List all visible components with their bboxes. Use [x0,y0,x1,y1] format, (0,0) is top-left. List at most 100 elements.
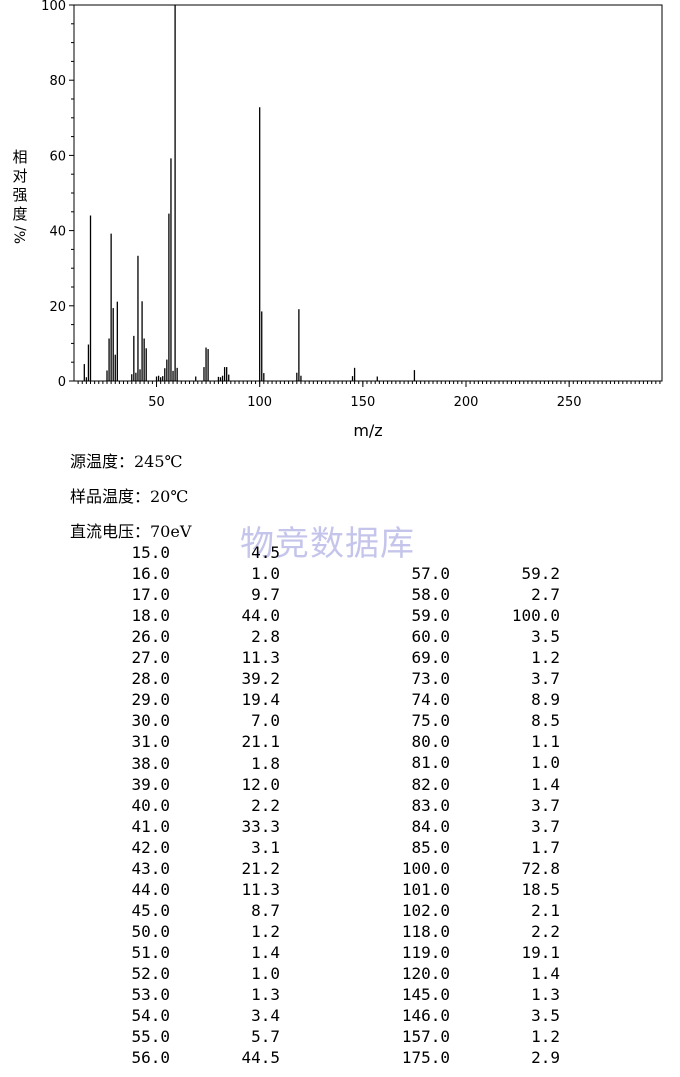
intensity-value: 59.2 [521,564,560,583]
mz-value: 28.0 [131,669,170,689]
mz-value: 17.0 [131,585,170,605]
mz-value: 50.0 [131,921,170,941]
x-tick-label: 50 [148,395,165,410]
mz-value: 75.0 [411,711,450,731]
mz-value: 40.0 [131,795,170,815]
y-tick-label: 60 [49,149,66,164]
mz-value: 74.0 [411,690,450,710]
y-tick-label: 20 [49,300,66,315]
intensity-value: 1.3 [251,985,280,1005]
x-axis-label: m/z [353,421,382,440]
intensity-value: 72.8 [521,858,560,878]
mz-value: 73.0 [411,669,450,689]
intensity-value: 2.9 [531,1048,560,1068]
intensity-value: 5.7 [251,1027,280,1047]
mz-value: 41.0 [131,816,170,836]
mz-value: 16.0 [131,564,170,584]
intensity-value: 8.7 [251,900,280,920]
mz-value: 18.0 [131,606,170,626]
intensity-value: 1.8 [251,753,280,773]
intensity-value: 21.1 [241,732,280,752]
intensity-value: 11.3 [241,648,280,668]
y-tick-label: 40 [49,225,66,240]
x-tick-label: 100 [247,395,272,410]
y-tick-label: 80 [49,74,66,89]
intensity-value: 11.3 [241,879,280,899]
intensity-value: 3.4 [251,1006,280,1026]
intensity-value: 21.2 [241,858,280,878]
mz-value: 145.0 [401,985,450,1004]
intensity-value: 1.0 [531,753,560,773]
mz-value: 81.0 [411,753,450,773]
intensity-value: 1.2 [251,921,280,941]
intensity-value: 2.2 [251,795,280,815]
mz-value: 60.0 [411,627,450,647]
intensity-value: 12.0 [241,774,280,794]
intensity-value: 2.2 [531,921,560,941]
mz-value: 45.0 [131,900,170,920]
mz-value: 59.0 [411,606,450,626]
x-tick-label: 150 [350,395,375,410]
mz-value: 15.0 [131,543,170,562]
intensity-value: 1.0 [251,564,280,584]
mz-value: 80.0 [411,732,450,752]
y-axis-label: %/ [13,226,29,244]
mz-value: 29.0 [131,690,170,710]
mz-value: 84.0 [411,816,450,836]
mz-value: 44.0 [131,879,170,899]
intensity-value: 7.0 [251,711,280,731]
mz-value: 27.0 [131,648,170,668]
intensity-value: 3.5 [531,1006,560,1026]
mz-value: 51.0 [131,942,170,962]
y-axis-label: 相 [12,148,27,166]
intensity-value: 3.7 [531,669,560,689]
y-tick-label: 100 [41,0,66,14]
plot-frame [73,4,663,382]
intensity-value: 100.0 [511,606,560,626]
intensity-value: 1.4 [251,942,280,962]
mz-value: 85.0 [411,837,450,857]
mz-value: 146.0 [401,1006,450,1026]
watermark-text: 物竞数据库 [240,524,415,564]
intensity-value: 3.7 [531,795,560,815]
intensity-value: 1.2 [531,648,560,668]
mz-value: 120.0 [401,963,450,983]
mz-value: 26.0 [131,627,170,647]
intensity-value: 2.8 [251,627,280,647]
ionization-voltage: 直流电压：70eV [70,522,192,541]
intensity-value: 33.3 [241,816,280,836]
mz-value: 57.0 [411,564,450,583]
mz-value: 58.0 [411,585,450,605]
mz-value: 43.0 [131,858,170,878]
mz-value: 69.0 [411,648,450,668]
intensity-value: 1.0 [251,964,280,983]
intensity-value: 2.1 [531,900,560,920]
mz-value: 42.0 [131,837,170,857]
source-temperature: 源温度：245℃ [70,452,183,471]
intensity-value: 3.7 [531,816,560,836]
intensity-value: 1.4 [531,774,560,794]
y-axis-label: 强 [12,186,27,204]
mz-value: 38.0 [131,753,170,773]
intensity-value: 3.1 [251,837,280,857]
intensity-value: 8.5 [531,711,560,731]
y-tick-label: 0 [58,375,66,390]
intensity-value: 18.5 [521,879,560,899]
mz-value: 54.0 [131,1006,170,1026]
intensity-value: 1.3 [531,985,560,1004]
mz-value: 101.0 [401,879,450,899]
x-tick-label: 200 [454,395,479,410]
mz-value: 31.0 [131,732,170,752]
x-tick-label: 250 [557,395,582,410]
intensity-value: 19.4 [241,690,280,710]
mz-value: 118.0 [401,921,450,941]
mz-value: 119.0 [401,942,450,962]
mz-value: 55.0 [131,1027,170,1047]
mz-value: 102.0 [401,900,450,920]
intensity-value: 19.1 [521,942,560,962]
intensity-value: 39.2 [241,669,280,689]
mz-value: 83.0 [411,795,450,815]
mz-value: 157.0 [401,1027,450,1047]
intensity-value: 4.5 [251,543,280,562]
